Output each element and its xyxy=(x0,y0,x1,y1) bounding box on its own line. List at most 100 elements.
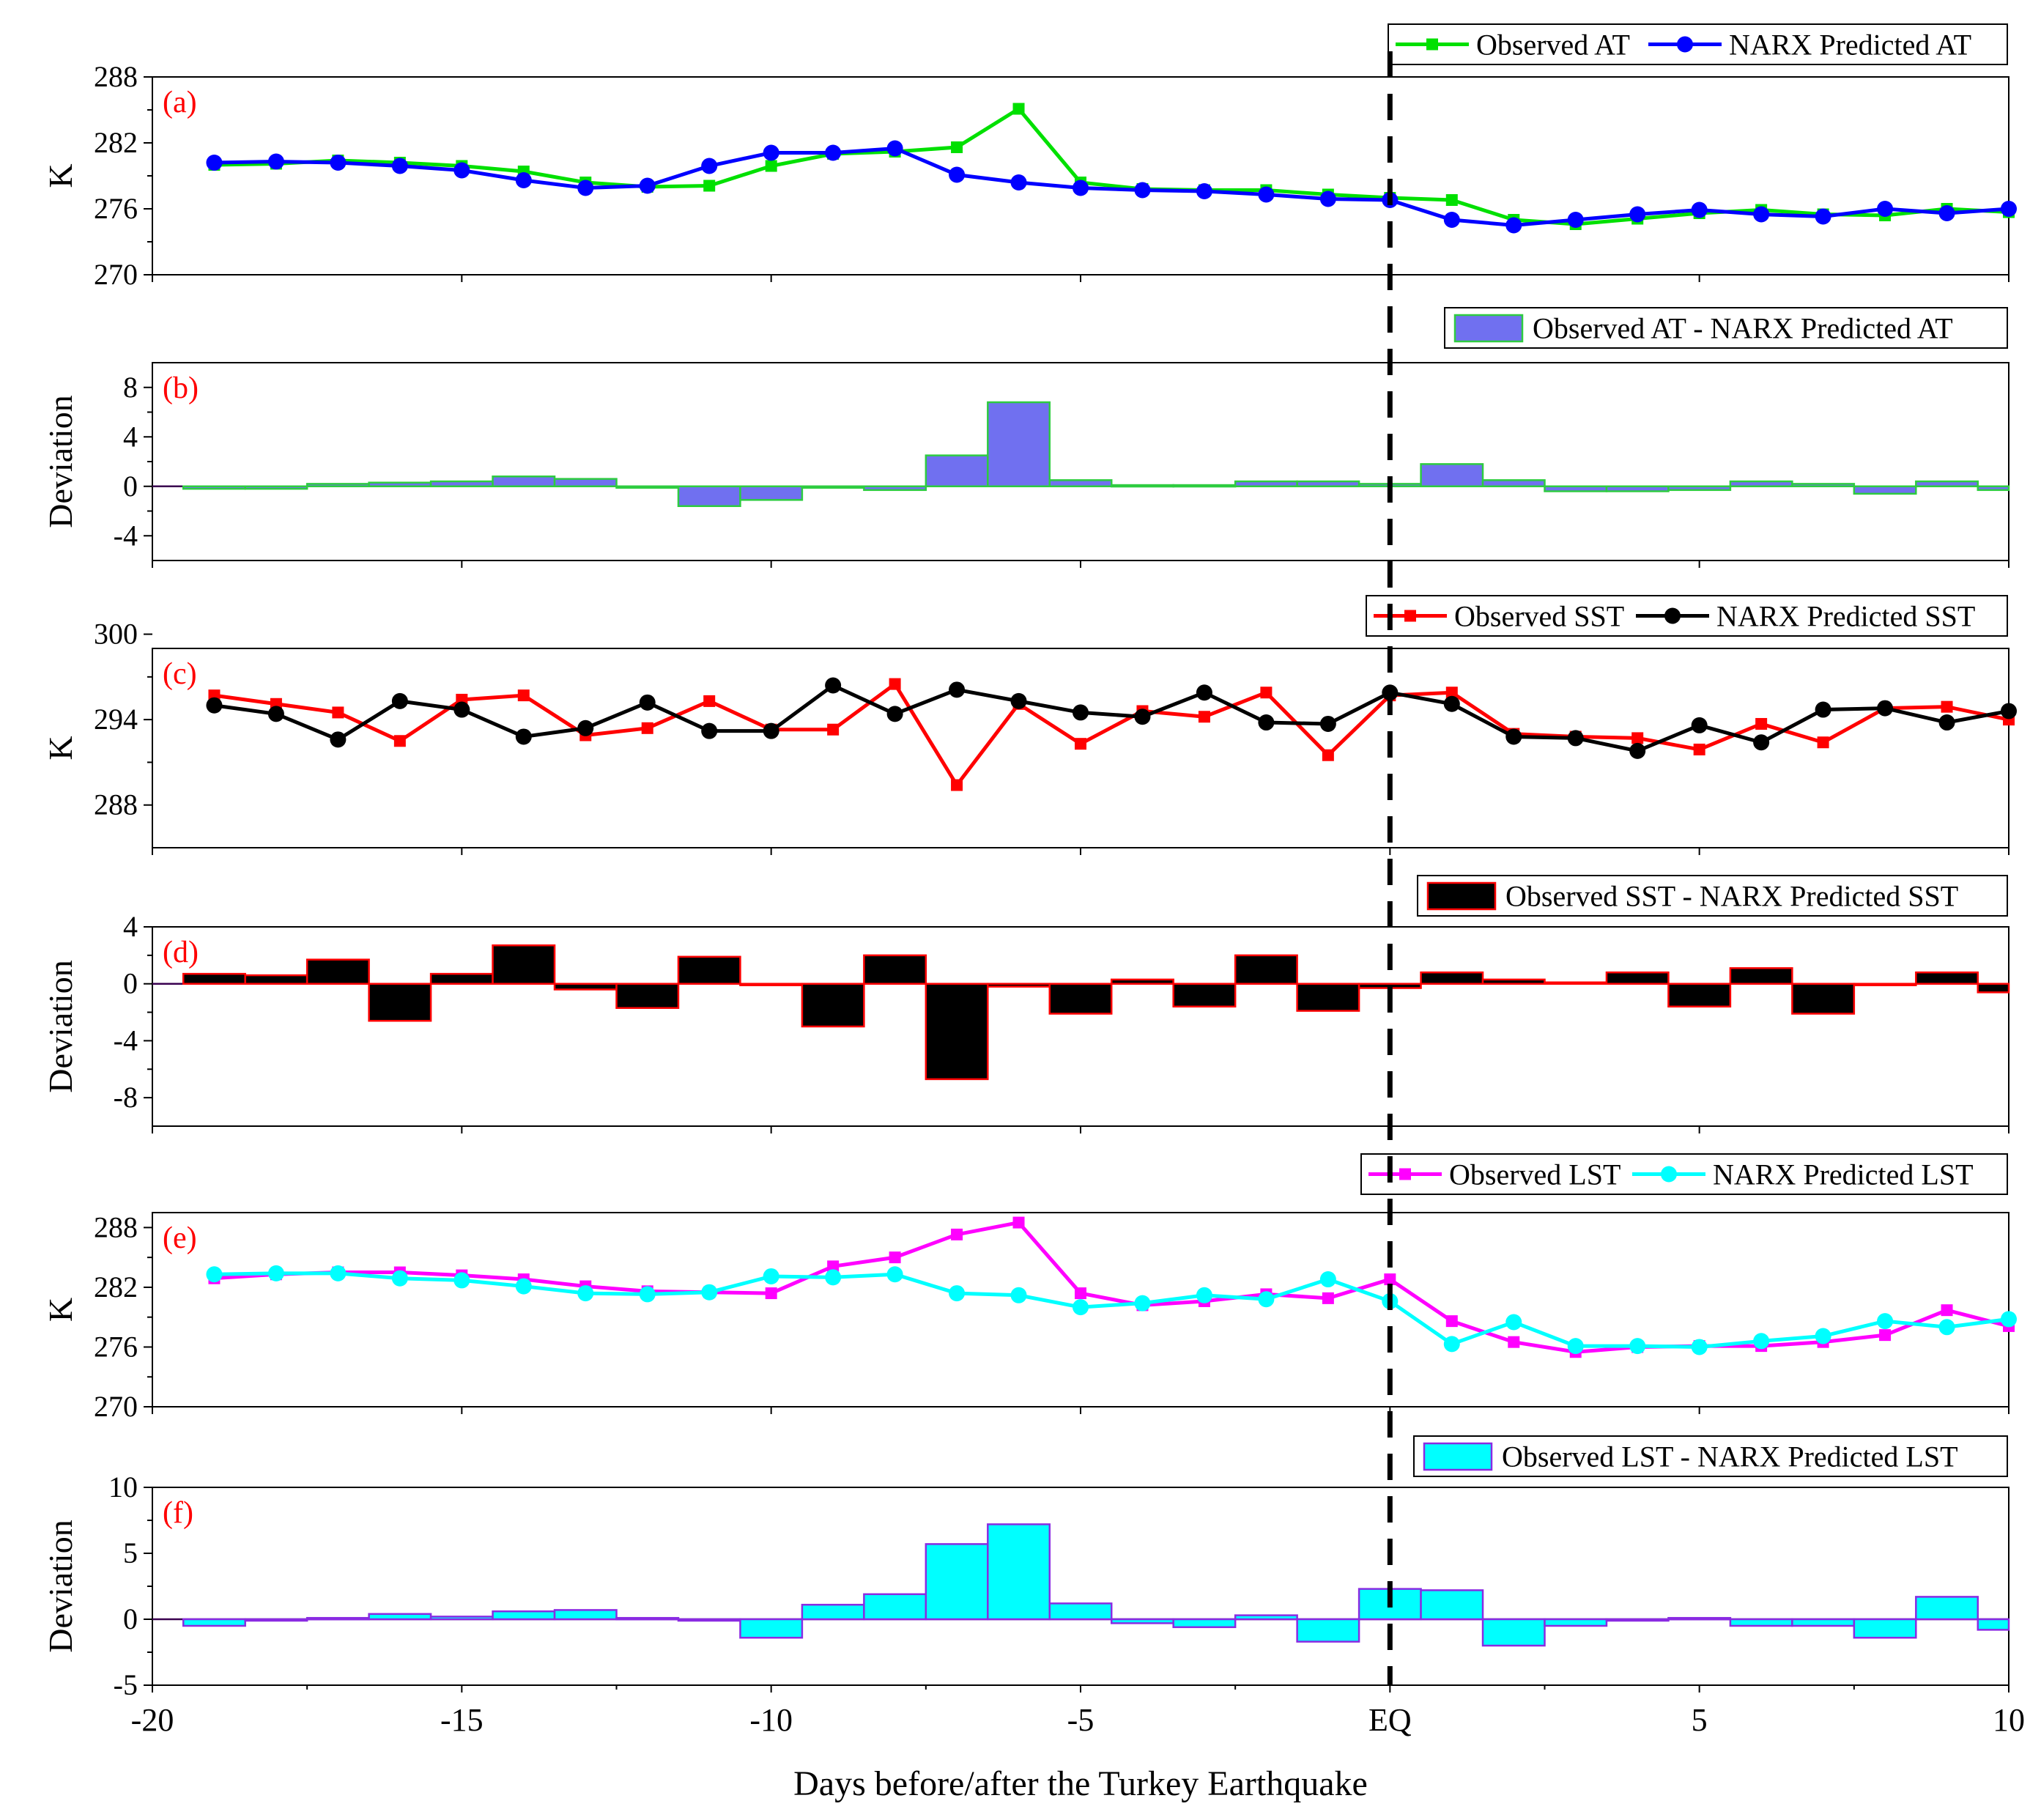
y-tick-label: 288 xyxy=(94,1210,138,1243)
data-point xyxy=(2001,201,2017,217)
data-point xyxy=(393,735,406,747)
bar xyxy=(1296,480,1360,487)
data-point xyxy=(1258,186,1275,203)
y-tick-label: 288 xyxy=(94,60,138,93)
x-axis: -20 -15 -10 -5 EQ 5 10 Days before/after the Tu… xyxy=(131,1685,2025,1803)
bar xyxy=(1915,1596,1979,1621)
data-point xyxy=(827,723,840,736)
bar xyxy=(553,983,618,991)
data-point xyxy=(515,1278,532,1295)
data-point xyxy=(1629,206,1646,223)
bar xyxy=(492,944,556,985)
bar xyxy=(1481,479,1546,487)
bar xyxy=(987,1523,1051,1621)
bar xyxy=(615,485,680,489)
data-point xyxy=(1879,1329,1892,1342)
bar xyxy=(1234,480,1298,487)
data-point xyxy=(701,722,718,739)
data-point xyxy=(1631,732,1644,744)
data-point xyxy=(330,155,347,171)
panel-label: (e) xyxy=(163,1221,197,1255)
data-point xyxy=(639,177,656,194)
data-point xyxy=(517,689,530,702)
data-point xyxy=(1445,687,1458,699)
data-point xyxy=(951,141,963,153)
data-point xyxy=(1319,1271,1336,1288)
data-point xyxy=(1877,1313,1894,1330)
y-tick-label: 282 xyxy=(94,1270,138,1303)
data-point xyxy=(886,140,903,157)
legend-box xyxy=(1417,875,2008,917)
data-point xyxy=(825,1269,842,1286)
legend-swatch-marker xyxy=(1404,610,1416,622)
bar xyxy=(1048,479,1113,487)
bar xyxy=(368,983,432,1022)
data-point xyxy=(1319,715,1336,732)
legend-box xyxy=(1444,307,2008,349)
data-point xyxy=(827,1260,840,1273)
legend: Observed SST NARX Predicted SST xyxy=(1366,595,2008,637)
data-point xyxy=(641,722,653,734)
bar xyxy=(1729,1618,1793,1627)
data-point xyxy=(1198,711,1210,723)
data-point xyxy=(1134,709,1151,725)
bar xyxy=(863,954,927,985)
series-narx-predicted-sst xyxy=(206,677,2017,759)
x-tick-label: -5 xyxy=(1067,1702,1094,1738)
legend-swatch xyxy=(1426,881,1497,911)
data-point xyxy=(1443,695,1460,712)
bar xyxy=(863,1593,927,1621)
data-point xyxy=(1258,714,1275,731)
legend-label: Observed LST - NARX Predicted LST xyxy=(1502,1440,1958,1473)
panel-label: (f) xyxy=(163,1496,193,1530)
panel-e: 270 276 282 288 K (e) Observed LST NARX Predict… xyxy=(42,1153,2017,1423)
y-axis-label: Deviation xyxy=(42,1520,79,1652)
bar xyxy=(305,483,370,487)
bar xyxy=(1110,1618,1174,1624)
panel-d: -8 -4 0 4 Deviation (d) Observed SST - NARX Pr… xyxy=(42,875,2010,1133)
bar xyxy=(1667,983,1732,1008)
data-point xyxy=(453,1272,470,1289)
series-narx-predicted-at xyxy=(206,140,2017,234)
bar xyxy=(305,1616,370,1621)
bar xyxy=(863,485,927,492)
y-tick-label: -8 xyxy=(114,1081,138,1114)
y-tick-label: 4 xyxy=(123,420,138,453)
bar xyxy=(1544,1618,1608,1627)
data-point xyxy=(2001,1311,2017,1328)
data-point xyxy=(1073,180,1089,196)
legend-box xyxy=(1413,1435,2008,1477)
data-point xyxy=(1073,1299,1089,1316)
bar xyxy=(492,1610,556,1621)
data-point xyxy=(951,779,963,791)
bar xyxy=(244,1618,308,1622)
data-point xyxy=(1691,1339,1708,1355)
data-point xyxy=(949,1285,966,1302)
data-point xyxy=(949,681,966,698)
data-point xyxy=(330,1265,347,1281)
y-tick-label: 10 xyxy=(108,1471,138,1503)
panels: 270 276 282 288 K (a) Observed AT NARX Predicte… xyxy=(42,23,2017,1701)
data-point xyxy=(1691,201,1708,218)
bar xyxy=(801,1603,865,1621)
y-tick-label: 276 xyxy=(94,1330,138,1363)
y-tick-label: -5 xyxy=(114,1668,138,1701)
data-point xyxy=(1196,1287,1212,1303)
data-point xyxy=(1567,1338,1584,1355)
bar xyxy=(1853,485,1917,495)
bar xyxy=(429,1616,494,1621)
data-point xyxy=(267,1265,284,1281)
bar xyxy=(1420,971,1484,985)
data-point xyxy=(1134,182,1151,199)
y-tick-label: -4 xyxy=(114,519,138,552)
y-tick-label: 276 xyxy=(94,192,138,225)
bar xyxy=(739,485,804,501)
panel-a: 270 276 282 288 K (a) Observed AT NARX Predicte… xyxy=(42,23,2017,291)
bar xyxy=(925,454,989,487)
data-point xyxy=(206,155,223,171)
bar xyxy=(182,485,246,490)
data-point xyxy=(267,153,284,170)
bar xyxy=(677,485,741,507)
bar xyxy=(244,485,308,490)
data-point xyxy=(889,678,901,690)
